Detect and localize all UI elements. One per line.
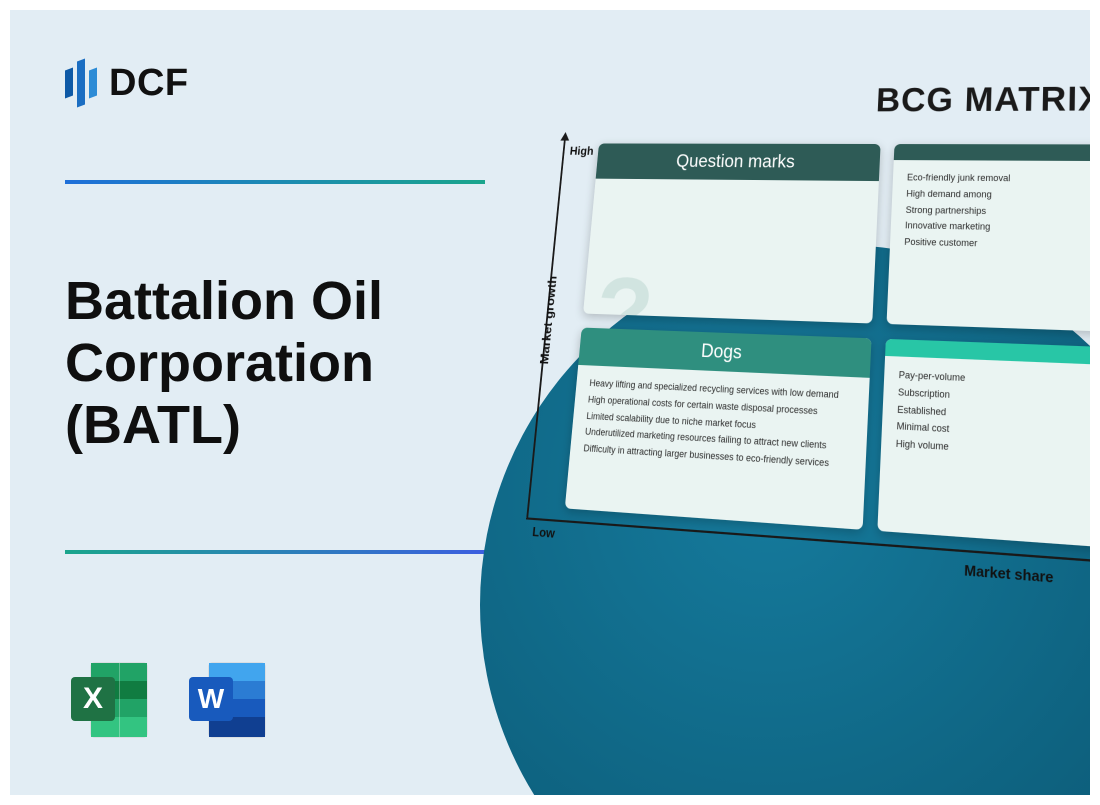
hero-card: DCF Battalion Oil Corporation (BATL) X [10,10,1090,795]
quadrant-header: Question marks [596,143,881,181]
quadrant-dogs: Dogs Heavy lifting and specialized recyc… [565,328,872,530]
list-item: Positive customer [904,234,1090,256]
axis-low-label: Low [532,524,556,541]
quadrant-header [894,144,1090,162]
matrix-title: BCG MATRIX [875,80,1090,120]
word-icon: W [183,655,273,745]
bcg-matrix: BCG MATRIX Market growth Market share Hi… [565,87,1090,92]
logo: DCF [65,60,189,106]
svg-text:X: X [83,682,103,715]
file-icons-row: X W [65,655,273,745]
quadrant-body: Pay-per-volume Subscription Established … [877,356,1090,555]
divider-bottom [65,550,485,554]
divider-top [65,180,485,184]
y-axis-label: Market growth [537,276,559,365]
quadrant-grid: Question marks ? Potential for expanding… [565,143,1090,555]
logo-text: DCF [109,62,189,105]
quadrant-body: ? Potential for expanding service offeri… [583,179,879,324]
quadrant-cash-cows: Pay-per-volume Subscription Established … [877,339,1090,555]
quadrant-question-marks: Question marks ? Potential for expanding… [583,143,881,323]
excel-icon: X [65,655,155,745]
watermark-icon: ? [588,226,863,323]
svg-text:W: W [198,683,225,714]
axis-high-label: High [569,144,594,157]
logo-icon [65,60,97,106]
quadrant-body: Heavy lifting and specialized recycling … [565,365,870,530]
quadrant-stars: Eco-friendly junk removal High demand am… [887,144,1090,335]
page-title: Battalion Oil Corporation (BATL) [65,270,525,456]
quadrant-body: Eco-friendly junk removal High demand am… [887,160,1090,335]
